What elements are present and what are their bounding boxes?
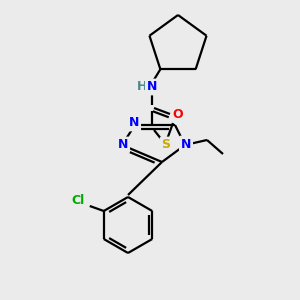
- Text: N: N: [118, 139, 128, 152]
- Text: O: O: [173, 107, 183, 121]
- Text: N: N: [181, 137, 191, 151]
- Text: H: H: [137, 80, 147, 94]
- Text: N: N: [129, 116, 139, 130]
- Text: N: N: [147, 80, 157, 94]
- Text: S: S: [161, 139, 170, 152]
- Text: Cl: Cl: [71, 194, 84, 206]
